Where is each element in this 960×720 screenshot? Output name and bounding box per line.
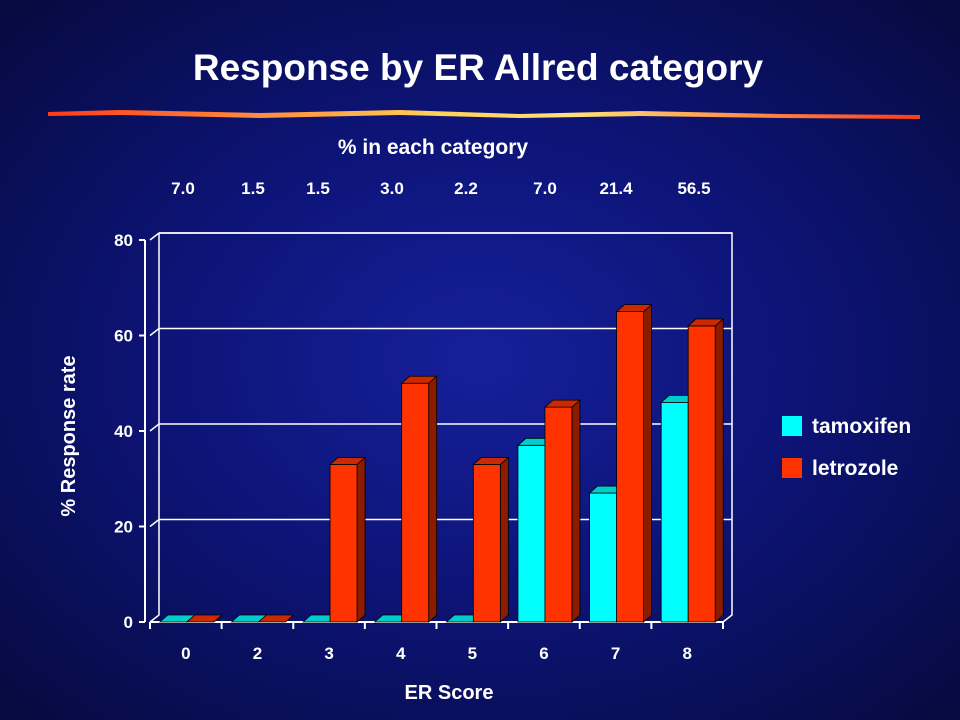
bar-letrozole-er-0 (185, 614, 223, 623)
y-tick-label: 0 (124, 613, 133, 632)
y-tick-label: 20 (114, 518, 133, 537)
category-percent-value: 56.5 (677, 179, 710, 198)
x-tick-label-4: 4 (396, 644, 406, 663)
category-percent-subtitle: % in each category (338, 136, 529, 159)
legend-swatch-tamoxifen (782, 416, 802, 436)
x-tick-label-7: 7 (611, 644, 620, 663)
category-percent-value: 7.0 (533, 179, 557, 198)
legend-label-letrozole: letrozole (812, 457, 898, 480)
bar-letrozole-er-4 (400, 375, 438, 623)
category-percent-value: 3.0 (380, 179, 404, 198)
bar-letrozole-er-3 (328, 456, 367, 623)
legend: tamoxifen letrozole (782, 415, 911, 480)
x-axis-title: ER Score (405, 682, 494, 704)
y-tick-label: 40 (114, 422, 133, 441)
bars (158, 303, 725, 623)
title-underline (48, 110, 920, 119)
bar-letrozole-er-2 (257, 614, 295, 623)
back-wall-left-edge (149, 233, 160, 623)
bar-letrozole-er-6 (543, 399, 582, 623)
x-tick-label-2: 2 (253, 644, 262, 663)
y-axis-title: % Response rate (58, 355, 80, 516)
bar-letrozole-er-5 (472, 456, 510, 623)
bar-letrozole-er-7 (615, 303, 653, 623)
x-axis-ticks: 0 2 3 4 5 6 7 8 (149, 622, 724, 663)
category-percent-value: 7.0 (171, 179, 195, 198)
slide-title: Response by ER Allred category (193, 47, 764, 88)
x-tick-label-6: 6 (539, 644, 548, 663)
y-tick-label: 60 (114, 327, 133, 346)
y-tick-label: 80 (114, 231, 133, 250)
category-percent-value: 1.5 (306, 179, 330, 198)
legend-label-tamoxifen: tamoxifen (812, 415, 911, 438)
back-wall-border (159, 232, 733, 623)
x-tick-label-8: 8 (682, 644, 691, 663)
category-percent-value: 21.4 (599, 179, 633, 198)
x-tick-label-3: 3 (324, 644, 333, 663)
y-axis-ticks: 0 20 40 60 80 (114, 231, 145, 632)
category-percent-row: 7.0 1.5 1.5 3.0 2.2 7.0 21.4 56.5 (171, 179, 710, 198)
gridline (149, 232, 732, 241)
bar-letrozole-er-8 (687, 318, 725, 623)
x-tick-label-5: 5 (468, 644, 477, 663)
legend-swatch-letrozole (782, 458, 802, 478)
category-percent-value: 1.5 (241, 179, 265, 198)
category-percent-value: 2.2 (454, 179, 478, 198)
x-tick-label-0: 0 (181, 644, 190, 663)
